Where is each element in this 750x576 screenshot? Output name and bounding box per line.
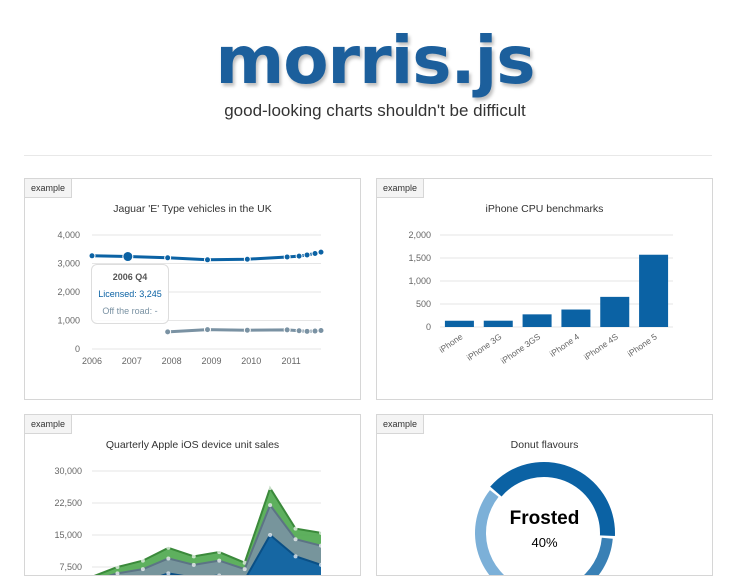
area-point xyxy=(268,503,272,507)
x-tick-label: 2011 xyxy=(281,356,300,366)
x-tick-label: 2008 xyxy=(162,356,182,366)
area-point xyxy=(115,565,119,569)
bar-2 xyxy=(523,314,552,327)
page-subtitle: good-looking charts shouldn't be difficu… xyxy=(0,101,750,121)
bar-4 xyxy=(600,297,629,327)
x-tick-label: 2009 xyxy=(201,356,221,366)
data-point xyxy=(89,253,95,259)
area-chart[interactable]: 30,000 22,500 15,000 7,500 xyxy=(25,415,360,575)
area-point xyxy=(319,531,323,535)
x-tick-label: iPhone 4S xyxy=(582,331,620,362)
x-tick-label: 2010 xyxy=(241,356,261,366)
area-point xyxy=(217,559,221,563)
area-chart-panel: example Quarterly Apple iOS device unit … xyxy=(24,414,361,576)
y-tick-label: 0 xyxy=(426,322,431,332)
area-point xyxy=(166,546,170,550)
divider xyxy=(24,155,712,156)
chart-tooltip: 2006 Q4 Licensed: 3,245 Off the road: - xyxy=(91,264,169,324)
area-point xyxy=(319,544,323,548)
data-point xyxy=(204,257,210,263)
area-point xyxy=(192,554,196,558)
y-tick-label: 0 xyxy=(75,344,80,354)
data-point xyxy=(165,329,171,335)
area-point xyxy=(192,563,196,567)
donut-slice-2 xyxy=(475,490,522,575)
donut-chart[interactable] xyxy=(377,415,712,575)
x-tick-label: iPhone 3G xyxy=(465,331,504,362)
tooltip-licensed: Licensed: 3,245 xyxy=(92,289,168,299)
x-tick-label: iPhone 4 xyxy=(548,331,581,359)
area-point xyxy=(268,486,272,490)
y-tick-label: 1,000 xyxy=(408,276,431,286)
area-point xyxy=(141,559,145,563)
area-point xyxy=(319,563,323,567)
donut-chart-panel: example Donut flavours Frosted 40% xyxy=(376,414,713,576)
data-point xyxy=(204,327,210,333)
data-point xyxy=(318,327,324,333)
y-tick-label: 2,000 xyxy=(57,287,80,297)
area-point xyxy=(141,567,145,571)
x-tick-label: 2006 xyxy=(82,356,102,366)
x-tick-label: iPhone 3GS xyxy=(499,331,543,366)
line-chart-panel: example Jaguar 'E' Type vehicles in the … xyxy=(24,178,361,400)
area-point xyxy=(294,554,298,558)
y-tick-label: 15,000 xyxy=(54,530,82,540)
y-tick-label: 2,000 xyxy=(408,230,431,240)
bar-3 xyxy=(561,310,590,327)
data-point xyxy=(304,252,310,258)
data-point xyxy=(284,327,290,333)
data-point xyxy=(123,252,133,262)
data-point xyxy=(296,328,302,334)
area-point xyxy=(268,533,272,537)
donut-center-label: Frosted xyxy=(377,508,712,530)
y-tick-label: 30,000 xyxy=(54,466,82,476)
bar-0 xyxy=(445,321,474,327)
data-point xyxy=(312,328,318,334)
area-point xyxy=(217,550,221,554)
x-tick-label: iPhone xyxy=(437,331,465,355)
page-title: morris.js xyxy=(0,20,750,102)
data-point xyxy=(318,249,324,255)
y-tick-label: 1,000 xyxy=(57,316,80,326)
x-tick-label: iPhone 5 xyxy=(626,331,659,359)
y-tick-label: 500 xyxy=(416,299,431,309)
bar-1 xyxy=(484,321,513,327)
y-tick-label: 22,500 xyxy=(54,498,82,508)
area-point xyxy=(294,537,298,541)
x-tick-label: 2007 xyxy=(122,356,142,366)
data-point xyxy=(165,255,171,261)
tooltip-off-road: Off the road: - xyxy=(92,306,168,316)
donut-center-value: 40% xyxy=(377,535,712,550)
data-point xyxy=(304,328,310,334)
tooltip-title: 2006 Q4 xyxy=(92,272,168,282)
data-point xyxy=(284,254,290,260)
area-point xyxy=(294,527,298,531)
y-tick-label: 1,500 xyxy=(408,253,431,263)
data-point xyxy=(244,327,250,333)
y-tick-label: 3,000 xyxy=(57,259,80,269)
bar-5 xyxy=(639,255,668,327)
data-point xyxy=(244,256,250,262)
area-point xyxy=(166,556,170,560)
data-point xyxy=(296,253,302,259)
y-tick-label: 7,500 xyxy=(59,562,82,572)
data-point xyxy=(312,251,318,257)
area-point xyxy=(243,567,247,571)
y-tick-label: 4,000 xyxy=(57,230,80,240)
